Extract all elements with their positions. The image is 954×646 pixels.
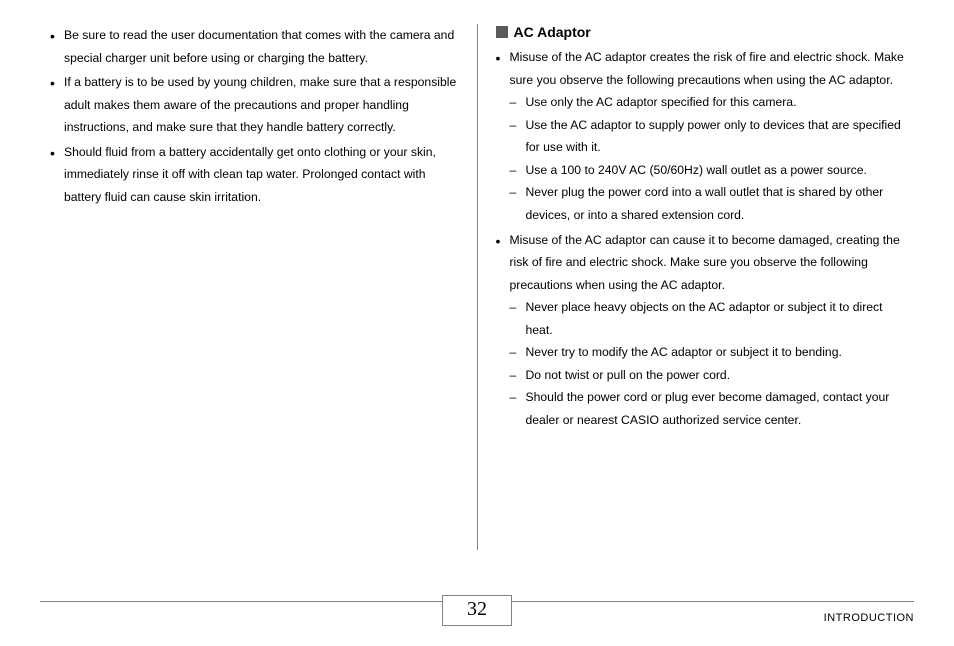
dash-list: Never place heavy objects on the AC adap… <box>510 296 905 431</box>
dash-item: Never plug the power cord into a wall ou… <box>510 181 905 226</box>
dash-list: Use only the AC adaptor specified for th… <box>510 91 905 226</box>
right-column: AC Adaptor Misuse of the AC adaptor crea… <box>477 24 915 550</box>
bullet-item: Be sure to read the user documentation t… <box>50 24 459 69</box>
dash-item: Use only the AC adaptor specified for th… <box>510 91 905 114</box>
right-bullet-list: Misuse of the AC adaptor creates the ris… <box>496 46 905 432</box>
bullet-item: Should fluid from a battery accidentally… <box>50 141 459 209</box>
bullet-item: Misuse of the AC adaptor creates the ris… <box>496 46 905 227</box>
footer-row: 32 INTRODUCTION <box>40 608 914 624</box>
page-number: 32 <box>442 595 512 626</box>
dash-item: Use the AC adaptor to supply power only … <box>510 114 905 159</box>
page-content: Be sure to read the user documentation t… <box>0 0 954 560</box>
left-column: Be sure to read the user documentation t… <box>40 24 477 550</box>
left-bullet-list: Be sure to read the user documentation t… <box>50 24 459 209</box>
bullet-text: Misuse of the AC adaptor can cause it to… <box>510 233 900 292</box>
section-heading: AC Adaptor <box>496 24 905 40</box>
dash-item: Never place heavy objects on the AC adap… <box>510 296 905 341</box>
dash-item: Never try to modify the AC adaptor or su… <box>510 341 905 364</box>
dash-item: Should the power cord or plug ever becom… <box>510 386 905 431</box>
square-bullet-icon <box>496 26 508 38</box>
dash-item: Do not twist or pull on the power cord. <box>510 364 905 387</box>
bullet-item: Misuse of the AC adaptor can cause it to… <box>496 229 905 432</box>
dash-item: Use a 100 to 240V AC (50/60Hz) wall outl… <box>510 159 905 182</box>
heading-text: AC Adaptor <box>514 24 591 40</box>
footer: 32 INTRODUCTION <box>40 601 914 624</box>
bullet-text: Misuse of the AC adaptor creates the ris… <box>510 50 904 87</box>
section-label: INTRODUCTION <box>824 608 914 624</box>
bullet-item: If a battery is to be used by young chil… <box>50 71 459 139</box>
